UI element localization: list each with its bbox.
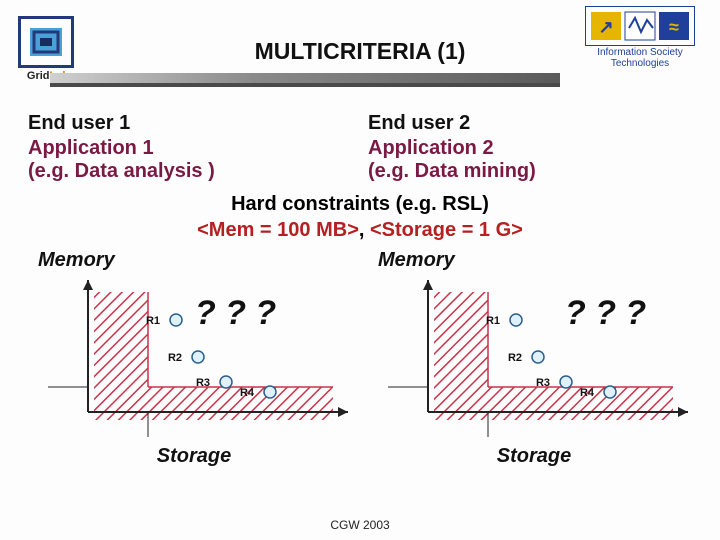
enduser2: End user 2 xyxy=(368,112,700,135)
hard-constraints: Hard constraints (e.g. RSL) <Mem = 100 M… xyxy=(20,191,700,243)
hard-storage: <Storage = 1 G> xyxy=(370,219,523,241)
svg-text:≈: ≈ xyxy=(669,17,679,37)
app2-line1: Application 2 xyxy=(368,137,700,160)
ist-line2: Technologies xyxy=(570,58,710,69)
ist-logo: ↗ ≈ Information Society Technologies xyxy=(570,6,710,69)
xlabel-left: Storage xyxy=(28,445,360,468)
svg-text:↗: ↗ xyxy=(598,17,613,37)
chart-right-svg: R1 R2 R3 R4 xyxy=(368,272,698,447)
chart-left-svg: R1 R2 R3 R4 xyxy=(28,272,358,447)
enduser1: End user 1 xyxy=(28,112,360,135)
hard-line1: Hard constraints (e.g. RSL) xyxy=(20,191,700,217)
ist-line1: Information Society xyxy=(570,47,710,58)
header: GridLab MULTICRITERIA (1) ↗ ≈ Informatio… xyxy=(0,0,720,110)
app2-line2: (e.g. Data mining) xyxy=(368,160,700,183)
svg-text:R2: R2 xyxy=(508,352,522,364)
svg-text:R2: R2 xyxy=(168,352,182,364)
svg-text:R4: R4 xyxy=(240,387,255,399)
footer: CGW 2003 xyxy=(0,518,720,532)
hard-sep: , xyxy=(359,219,370,241)
question-right: ? ? ? xyxy=(565,294,646,333)
chart-right: Memory R1 R2 R3 R4 ? ? ? Storage xyxy=(360,249,700,468)
svg-text:R1: R1 xyxy=(146,315,160,327)
logo-left-grid: Grid xyxy=(27,70,50,82)
title-underline-gradient xyxy=(50,73,560,83)
svg-text:R3: R3 xyxy=(536,377,550,389)
chart-left: Memory R1 R2 R3 R4 ? ? ? Storage xyxy=(20,249,360,468)
content: End user 1 Application 1 (e.g. Data anal… xyxy=(0,112,720,468)
svg-text:R4: R4 xyxy=(580,387,595,399)
app1-line2: (e.g. Data analysis ) xyxy=(28,160,360,183)
question-left: ? ? ? xyxy=(195,294,276,333)
svg-text:R1: R1 xyxy=(486,315,500,327)
ylabel-right: Memory xyxy=(378,249,700,272)
title-underline-solid xyxy=(50,83,560,87)
xlabel-right: Storage xyxy=(368,445,700,468)
hard-mem: <Mem = 100 MB> xyxy=(197,219,359,241)
app1-line1: Application 1 xyxy=(28,137,360,160)
slide-title: MULTICRITERIA (1) xyxy=(255,38,466,65)
svg-text:R3: R3 xyxy=(196,377,210,389)
ylabel-left: Memory xyxy=(38,249,360,272)
